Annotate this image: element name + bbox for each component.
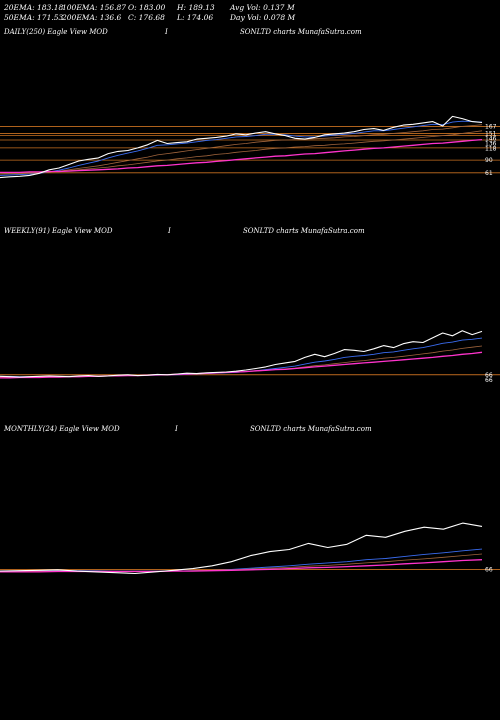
daily-title: DAILY(250) Eagle View MOD [4, 28, 108, 36]
stat-high: H: 189.13 [177, 3, 215, 12]
stats-row-1: 20EMA: 183.18 100EMA: 156.87 O: 183.00 H… [4, 3, 424, 13]
y-tick-label: 146 [485, 135, 497, 142]
stats-row-2: 50EMA: 171.53 200EMA: 136.6 C: 176.68 L:… [4, 13, 424, 23]
y-tick-label: 118 [485, 145, 497, 152]
monthly-title-mid: I [175, 425, 178, 433]
monthly-title-site: SONLTD charts MunafaSutra.com [250, 425, 372, 433]
ema200-line [0, 351, 483, 379]
ema20-line [0, 120, 483, 176]
price-line [0, 115, 483, 179]
ema200-line [0, 559, 483, 573]
monthly-title: MONTHLY(24) Eagle View MOD [4, 425, 120, 433]
y-tick-label: 66 [485, 372, 493, 379]
stat-20ema: 20EMA: 183.18 [4, 3, 64, 12]
stat-close: C: 176.68 [128, 13, 165, 22]
stat-100ema: 100EMA: 156.87 [62, 3, 127, 12]
stat-open: O: 183.00 [128, 3, 166, 12]
stat-avg-vol: Avg Vol: 0.137 M [230, 3, 295, 12]
daily-title-mid: I [165, 28, 168, 36]
stat-200ema: 200EMA: 136.6 [62, 13, 122, 22]
weekly-title-site: SONLTD charts MunafaSutra.com [243, 227, 365, 235]
y-tick-label: 90 [485, 157, 493, 164]
weekly-title: WEEKLY(91) Eagle View MOD [4, 227, 113, 235]
y-tick-label: 61 [485, 170, 493, 177]
weekly-chart-panel: WEEKLY(91) Eagle View MOD I SONLTD chart… [0, 200, 500, 400]
price-line [0, 330, 483, 378]
y-tick-label: 66 [485, 566, 493, 573]
y-tick-label: 167 [485, 123, 497, 130]
y-tick-label: 136 [485, 140, 497, 147]
ema100-line [0, 130, 483, 174]
weekly-title-mid: I [168, 227, 171, 235]
daily-title-site: SONLTD charts MunafaSutra.com [240, 28, 362, 36]
monthly-chart: 66 [0, 522, 500, 575]
stat-50ema: 50EMA: 171.53 [4, 13, 64, 22]
daily-chart-panel: DAILY(250) Eagle View MOD I SONLTD chart… [0, 0, 500, 210]
price-line [0, 522, 483, 575]
y-tick-label: 66 [485, 377, 493, 384]
ema50-line [0, 124, 483, 175]
y-tick-label: 151 [485, 130, 497, 137]
stat-day-vol: Day Vol: 0.078 M [230, 13, 296, 22]
ema200-line [0, 138, 483, 174]
monthly-chart-panel: MONTHLY(24) Eagle View MOD I SONLTD char… [0, 400, 500, 600]
stat-low: L: 174.06 [177, 13, 214, 22]
